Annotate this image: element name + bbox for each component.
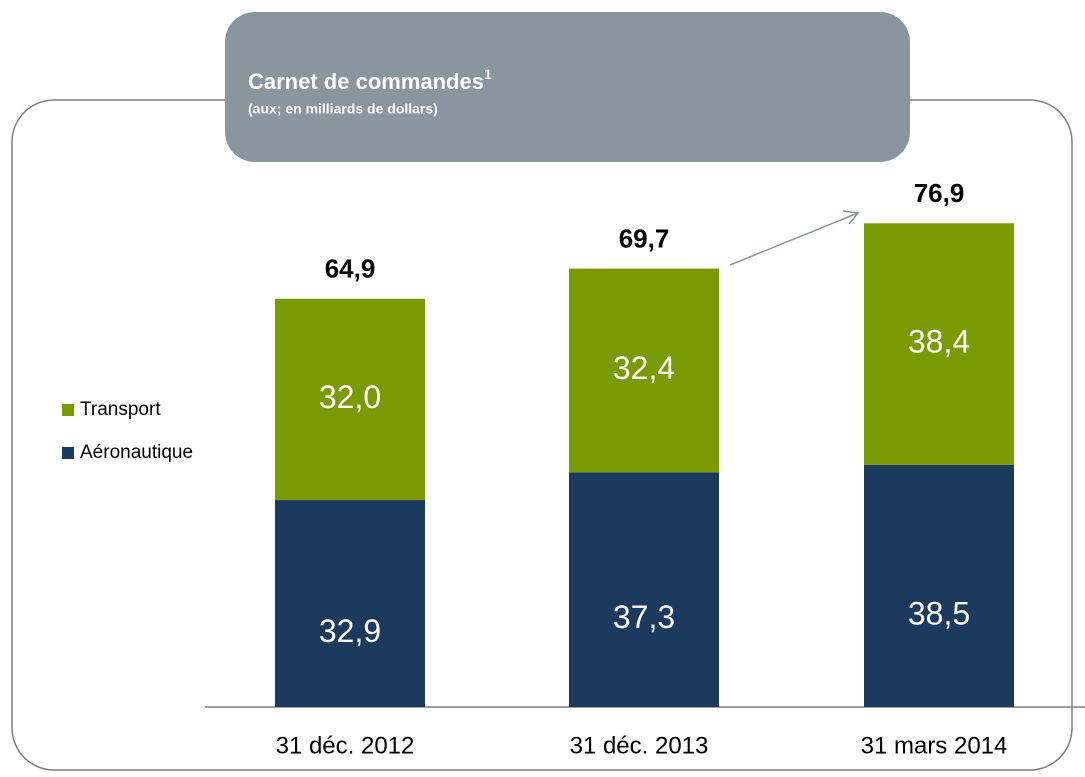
x-tick-label: 31 déc. 2012 [276,732,415,759]
bar-segment [569,268,719,473]
value-label: 38,5 [908,595,970,631]
legend-swatch [62,404,74,416]
legend-swatch [62,447,74,459]
growth-arrow [729,212,859,266]
bar-segment [275,500,425,707]
legend-label: Aéronautique [80,442,193,463]
title-text: Carnet de commandes [248,69,484,94]
legend-label: Transport [80,399,161,420]
bar-segment [569,472,719,707]
x-tick-label: 31 mars 2014 [861,732,1008,759]
value-label: 32,4 [613,350,675,386]
value-label: 32,9 [319,613,381,649]
value-label: 37,3 [613,599,675,635]
bar-segment [275,298,425,501]
chart-subtitle: (aux; en milliards de dollars) [248,101,438,117]
total-label: 69,7 [619,223,670,253]
chart-title: Carnet de commandes1 [248,66,492,94]
total-label: 76,9 [914,178,965,208]
bar-segment [864,223,1014,465]
title-note: 1 [484,66,492,82]
total-label: 64,9 [325,254,376,284]
value-label: 38,4 [908,324,970,360]
value-label: 32,0 [319,379,381,415]
title-box [225,12,910,162]
x-tick-label: 31 déc. 2013 [570,732,709,759]
bar-segment [864,464,1014,707]
growth-arrowhead [842,210,860,225]
